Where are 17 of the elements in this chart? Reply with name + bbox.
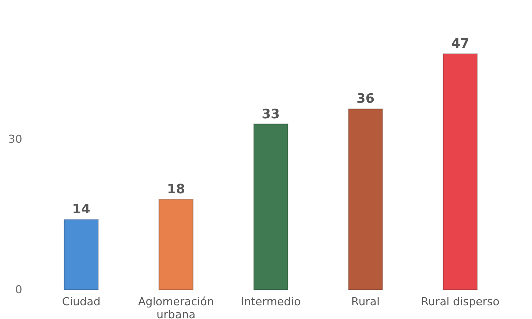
bar (253, 124, 289, 290)
x-tick-label: Ciudad (62, 296, 101, 308)
bar (348, 108, 384, 290)
data-label: 14 (72, 202, 91, 218)
bar (442, 54, 478, 290)
data-label: 47 (451, 37, 470, 52)
bar (64, 219, 100, 290)
x-tick-label: Rural (352, 296, 380, 308)
bar (158, 199, 194, 290)
x-tick-label: Intermedio (241, 296, 302, 308)
x-tick-label: Aglomeración urbana (138, 296, 214, 319)
x-tick-label: Rural disperso (421, 296, 500, 308)
data-label: 33 (262, 107, 280, 122)
data-label: 36 (356, 92, 375, 108)
y-tick-label: 30 (8, 132, 22, 146)
y-tick-label: 0 (16, 284, 22, 296)
data-label: 18 (167, 182, 186, 198)
